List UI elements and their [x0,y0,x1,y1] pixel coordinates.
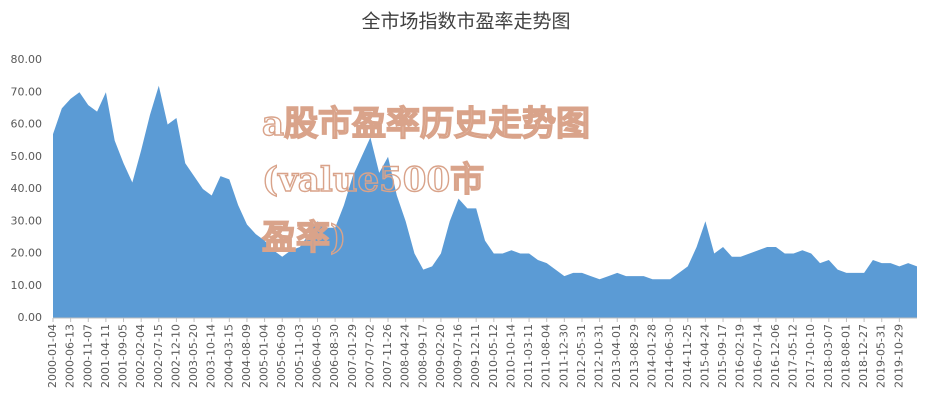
x-tick-label: 2004-08-09 [240,324,253,388]
x-tick-label: 2009-12-11 [469,324,482,388]
y-tick-label: 10.00 [11,279,43,292]
x-tick-label: 2016-07-14 [751,324,764,388]
x-tick-label: 2006-04-05 [310,324,323,388]
x-tick-label: 2016-02-19 [734,324,747,388]
x-tick-label: 2017-05-12 [787,324,800,388]
x-tick-label: 2002-02-04 [134,324,147,388]
x-tick-label: 2010-05-12 [487,324,500,388]
y-tick-label: 80.00 [11,53,43,66]
x-tick-label: 2012-10-31 [593,324,606,388]
x-tick-label: 2000-01-04 [46,324,59,388]
x-tick-label: 2007-01-29 [346,324,359,388]
y-tick-label: 70.00 [11,85,43,98]
x-tick-label: 2003-05-20 [187,324,200,388]
x-tick-label: 2003-10-14 [205,324,218,388]
chart-title: 全市场指数市盈率走势图 [361,11,570,33]
x-tick-label: 2019-05-31 [875,324,888,388]
x-tick-label: 2000-11-07 [81,324,94,388]
x-tick-label: 2002-07-15 [152,324,165,388]
x-tick-label: 2011-08-04 [540,324,553,388]
x-tick-label: 2011-03-11 [522,324,535,388]
x-tick-label: 2008-09-17 [416,324,429,388]
x-tick-label: 2010-10-14 [504,324,517,388]
x-tick-label: 2011-12-30 [557,324,570,388]
x-tick-label: 2015-04-24 [698,324,711,388]
x-tick-label: 2017-10-10 [804,324,817,388]
x-tick-label: 2012-05-31 [575,324,588,388]
y-tick-label: 40.00 [11,182,43,195]
x-tick-label: 2014-01-28 [646,324,659,388]
x-tick-label: 2013-08-29 [628,324,641,388]
x-tick-label: 2004-03-15 [222,324,235,388]
x-tick-label: 2009-02-20 [434,324,447,388]
x-tick-label: 2015-09-17 [716,324,729,388]
x-tick-label: 2018-03-07 [822,324,835,388]
x-tick-label: 2018-12-27 [857,324,870,388]
x-tick-label: 2005-01-04 [258,324,271,388]
x-tick-label: 2000-06-13 [64,324,77,388]
watermark: a股市盈率历史走势图 [262,104,590,144]
x-tick-label: 2007-11-26 [381,324,394,388]
x-tick-label: 2018-08-01 [839,324,852,388]
x-tick-label: 2014-06-30 [663,324,676,388]
x-tick-label: 2002-12-10 [169,324,182,388]
x-tick-label: 2005-11-03 [293,324,306,388]
x-tick-label: 2013-04-01 [610,324,623,388]
x-tick-label: 2007-07-02 [363,324,376,388]
y-tick-label: 0.00 [18,311,43,324]
x-tick-label: 2019-10-29 [892,324,905,388]
y-tick-label: 50.00 [11,150,43,163]
x-tick-label: 2009-07-16 [452,324,465,388]
y-tick-label: 20.00 [11,247,43,260]
x-tick-label: 2016-12-06 [769,324,782,388]
x-tick-label: 2001-09-05 [117,324,130,388]
watermark: (value500市 [262,160,484,200]
x-tick-label: 2006-08-30 [328,324,341,388]
area [53,85,917,318]
y-tick-label: 60.00 [11,118,43,131]
x-tick-label: 2005-06-09 [275,324,288,388]
x-tick-label: 2008-04-24 [399,324,412,388]
y-tick-label: 30.00 [11,214,43,227]
x-tick-label: 2001-04-11 [99,324,112,388]
x-tick-label: 2014-11-25 [681,324,694,388]
watermark: 盈率) [262,218,346,258]
